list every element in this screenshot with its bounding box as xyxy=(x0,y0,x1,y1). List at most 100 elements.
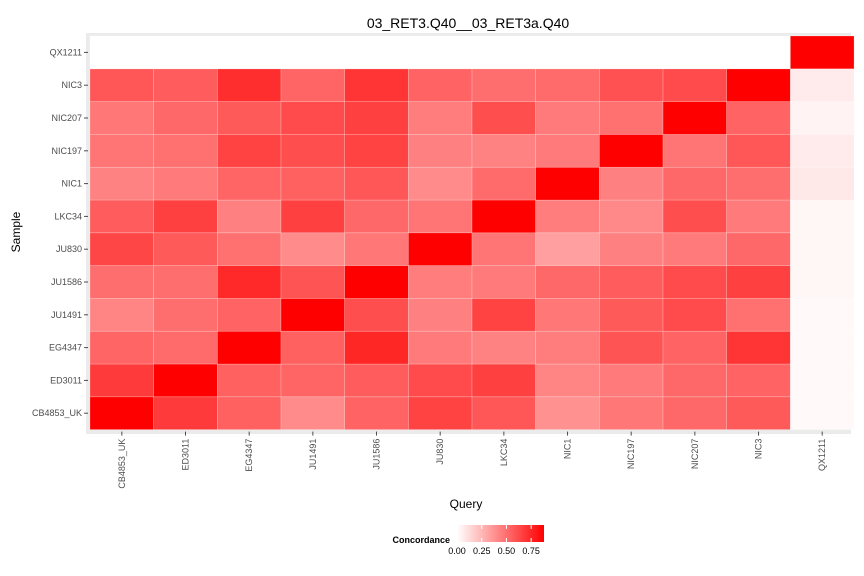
heatmap-cell xyxy=(344,199,409,234)
heatmap-cell xyxy=(408,363,473,398)
heatmap-cell xyxy=(790,232,855,266)
heatmap-cell xyxy=(344,265,409,299)
heatmap-cell xyxy=(726,68,791,102)
heatmap-cell xyxy=(790,35,855,70)
heatmap-cell xyxy=(217,166,282,201)
heatmap-cell xyxy=(599,396,664,430)
legend-title: Concordance xyxy=(392,535,450,545)
heatmap-cell xyxy=(726,199,791,234)
heatmap-cell xyxy=(790,396,855,430)
heatmap-cell xyxy=(153,134,218,168)
heatmap-cell xyxy=(280,166,345,201)
heatmap-cell xyxy=(408,101,473,135)
legend-ticks: 0.00 0.25 0.50 0.75 xyxy=(448,525,540,556)
heatmap-cell xyxy=(662,396,728,430)
heatmap-cell xyxy=(471,35,536,70)
heatmap-cell xyxy=(726,265,791,299)
heatmap-cell xyxy=(153,363,218,398)
x-tick-label: NIC1 xyxy=(563,439,573,460)
heatmap-cell xyxy=(599,101,664,135)
heatmap-cell xyxy=(535,35,600,70)
heatmap-cell xyxy=(217,101,282,135)
heatmap-cell xyxy=(662,101,728,135)
heatmap-cell xyxy=(280,363,345,398)
heatmap-cell xyxy=(662,330,728,365)
heatmap-cell xyxy=(280,68,345,102)
heatmap-cells xyxy=(89,35,855,430)
heatmap-cell xyxy=(217,134,282,168)
heatmap-cell xyxy=(599,68,664,102)
heatmap-cell xyxy=(471,199,536,234)
heatmap-cell xyxy=(599,166,664,201)
heatmap-cell xyxy=(217,68,282,102)
heatmap-cell xyxy=(408,265,473,299)
heatmap-cell xyxy=(599,363,664,398)
heatmap-cell xyxy=(599,134,664,168)
heatmap-cell xyxy=(599,232,664,266)
heatmap-cell xyxy=(408,396,473,430)
heatmap-cell xyxy=(89,35,154,70)
heatmap-cell xyxy=(726,134,791,168)
heatmap-cell xyxy=(89,330,154,365)
heatmap-cell xyxy=(153,35,218,70)
heatmap-cell xyxy=(408,330,473,365)
heatmap-cell xyxy=(535,68,600,102)
x-tick-label: JU1586 xyxy=(372,439,382,470)
heatmap-cell xyxy=(790,68,855,102)
x-tick-label: NIC3 xyxy=(754,439,764,460)
heatmap-cell xyxy=(535,101,600,135)
heatmap-cell xyxy=(408,166,473,201)
heatmap-cell xyxy=(217,199,282,234)
heatmap-cell xyxy=(471,330,536,365)
legend: Concordance 0.00 0.25 0.50 0.75 xyxy=(392,525,544,556)
heatmap-cell xyxy=(344,134,409,168)
y-tick-label: JU1586 xyxy=(51,277,82,287)
x-tick-label: NIC207 xyxy=(690,439,700,470)
y-tick-label: JU830 xyxy=(56,244,82,254)
heatmap-cell xyxy=(535,363,600,398)
y-tick-label: NIC207 xyxy=(51,113,82,123)
heatmap-cell xyxy=(471,101,536,135)
y-axis-ticks: CB4853_UK ED3011 EG4347 JU1491 JU1586 JU830 LK… xyxy=(32,47,88,418)
y-tick-label: NIC1 xyxy=(61,179,82,189)
heatmap-cell xyxy=(790,298,855,332)
legend-tick-label: 0.25 xyxy=(473,546,491,556)
heatmap-cell xyxy=(790,330,855,365)
heatmap-cell xyxy=(535,265,600,299)
heatmap-cell xyxy=(153,265,218,299)
heatmap-cell xyxy=(471,232,536,266)
heatmap-cell xyxy=(408,68,473,102)
heatmap-cell xyxy=(535,298,600,332)
heatmap-cell xyxy=(280,265,345,299)
heatmap-cell xyxy=(599,35,664,70)
heatmap-cell xyxy=(535,166,600,201)
heatmap-cell xyxy=(217,363,282,398)
heatmap-cell xyxy=(790,199,855,234)
x-tick-label: JU830 xyxy=(435,439,445,465)
heatmap-cell xyxy=(217,298,282,332)
heatmap-cell xyxy=(344,330,409,365)
heatmap-cell xyxy=(471,166,536,201)
heatmap-cell xyxy=(726,298,791,332)
heatmap-cell xyxy=(662,166,728,201)
heatmap-cell xyxy=(153,330,218,365)
x-tick-label: CB4853_UK xyxy=(117,439,127,489)
heatmap-cell xyxy=(89,363,154,398)
heatmap-cell xyxy=(726,232,791,266)
heatmap-cell xyxy=(153,68,218,102)
heatmap-cell xyxy=(217,330,282,365)
heatmap-cell xyxy=(153,101,218,135)
heatmap-cell xyxy=(89,166,154,201)
legend-tick-label: 0.75 xyxy=(522,546,540,556)
heatmap-cell xyxy=(726,101,791,135)
heatmap-cell xyxy=(89,232,154,266)
heatmap-cell xyxy=(662,363,728,398)
legend-color-bar xyxy=(457,525,544,542)
x-tick-label: QX1211 xyxy=(817,439,827,471)
heatmap-cell xyxy=(89,134,154,168)
x-axis-label: Query xyxy=(450,497,483,511)
heatmap-cell xyxy=(344,298,409,332)
heatmap-cell xyxy=(217,232,282,266)
